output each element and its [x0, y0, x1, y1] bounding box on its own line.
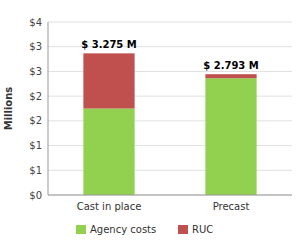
grid [48, 22, 292, 195]
bar-segment [205, 78, 256, 195]
chart: $0 $1 $1 $2 $2 $3 $3 $4 $ 3.275 M $ 2.793 M Cast i… [0, 0, 302, 247]
total-label: $ 3.275 M [81, 39, 137, 50]
legend-label: RUC [192, 224, 213, 235]
y-tick-label: $1 [29, 140, 42, 151]
x-axis-line [48, 195, 292, 196]
x-tick-label: Cast in place [77, 201, 142, 212]
x-tick-label: Precast [213, 201, 250, 212]
bar-segment [83, 109, 134, 196]
y-tick-label: $1 [29, 165, 42, 176]
total-label: $ 2.793 M [203, 60, 259, 71]
y-axis-line [48, 22, 49, 195]
y-tick-label: $2 [29, 91, 42, 102]
bar-segment [205, 74, 256, 78]
y-tick-label: $2 [29, 115, 42, 126]
bar-segment [83, 53, 134, 108]
y-tick-label: $3 [29, 66, 42, 77]
legend-swatch [76, 225, 86, 234]
y-tick-label: $4 [29, 17, 42, 28]
grid-line [48, 22, 292, 23]
y-axis-label: Millions [3, 87, 14, 131]
chart-container: $0 $1 $1 $2 $2 $3 $3 $4 $ 3.275 M $ 2.793 M Cast i… [0, 0, 302, 247]
bars [83, 53, 256, 195]
grid-line [48, 195, 292, 196]
legend-label: Agency costs [90, 224, 156, 235]
legend-swatch [178, 225, 188, 234]
y-tick-label: $0 [29, 190, 42, 201]
legend: Agency costs RUC [76, 224, 213, 235]
y-tick-label: $3 [29, 41, 42, 52]
